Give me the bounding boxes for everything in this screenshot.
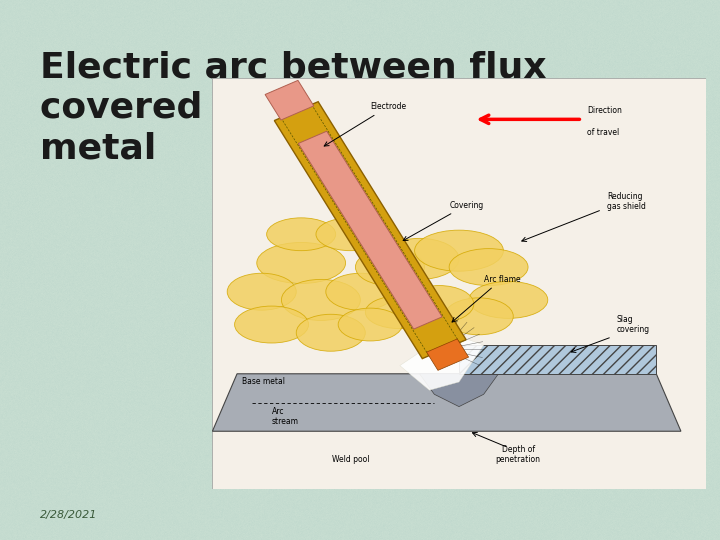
Ellipse shape (365, 296, 434, 329)
Ellipse shape (444, 298, 513, 335)
Ellipse shape (282, 279, 361, 320)
Ellipse shape (356, 248, 425, 286)
Ellipse shape (449, 248, 528, 286)
Text: Weld pool: Weld pool (332, 455, 369, 464)
Text: Reducing
gas shield: Reducing gas shield (607, 192, 646, 211)
Ellipse shape (296, 314, 365, 351)
Polygon shape (265, 80, 314, 120)
Polygon shape (274, 102, 466, 359)
Text: 2/28/2021: 2/28/2021 (40, 510, 97, 520)
Text: Slag
covering: Slag covering (617, 315, 650, 334)
Ellipse shape (228, 273, 296, 310)
Polygon shape (420, 374, 498, 407)
Polygon shape (427, 339, 469, 370)
Ellipse shape (469, 281, 548, 319)
Ellipse shape (235, 306, 309, 343)
Text: Electrode: Electrode (324, 102, 406, 146)
Text: Arc flame: Arc flame (452, 274, 521, 322)
Ellipse shape (338, 308, 402, 341)
Polygon shape (459, 345, 657, 374)
Ellipse shape (316, 218, 385, 251)
Text: Base metal: Base metal (242, 377, 285, 386)
Ellipse shape (415, 230, 503, 271)
Text: of travel: of travel (588, 127, 619, 137)
Polygon shape (400, 333, 484, 390)
Text: Direction: Direction (588, 106, 622, 115)
Ellipse shape (326, 273, 395, 310)
Polygon shape (298, 131, 442, 329)
Text: Covering: Covering (403, 201, 483, 240)
Text: Depth of
penetration: Depth of penetration (495, 444, 541, 464)
Polygon shape (212, 374, 681, 431)
Ellipse shape (266, 218, 336, 251)
FancyBboxPatch shape (212, 78, 706, 489)
Text: Arc
stream: Arc stream (271, 407, 299, 426)
Ellipse shape (380, 238, 459, 279)
Text: Electric arc between flux
covered electrode and base
metal: Electric arc between flux covered electr… (40, 50, 606, 165)
Ellipse shape (257, 242, 346, 284)
Ellipse shape (405, 286, 474, 322)
